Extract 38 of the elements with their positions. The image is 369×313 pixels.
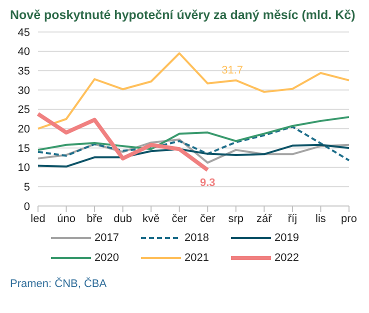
chart-title: Nově poskytnuté hypoteční úvěry za daný měsíc (mld. Kč) bbox=[10, 8, 356, 22]
y-tick-label: 30 bbox=[18, 84, 30, 97]
line-series bbox=[37, 126, 350, 162]
x-tick-label: říj bbox=[288, 212, 298, 225]
line-series bbox=[37, 144, 350, 168]
legend-label: 2018 bbox=[184, 232, 209, 244]
legend-label: 2017 bbox=[94, 232, 119, 244]
y-tick-label: 20 bbox=[18, 124, 30, 136]
y-tick-label: 5 bbox=[24, 182, 30, 194]
x-tick-label: pro bbox=[341, 212, 357, 225]
legend-label: 2021 bbox=[184, 252, 209, 264]
x-tick-label: dub bbox=[114, 212, 132, 225]
y-tick-label: 35 bbox=[18, 66, 30, 78]
line-series bbox=[37, 52, 350, 130]
y-tick-label: 45 bbox=[18, 26, 30, 39]
x-tick-label: zář bbox=[256, 212, 272, 225]
y-tick-label: 0 bbox=[24, 200, 30, 213]
x-tick-label: led bbox=[30, 212, 46, 225]
data-label: 31.7 bbox=[222, 64, 244, 76]
legend-label: 2022 bbox=[274, 252, 299, 264]
x-tick-label: úno bbox=[57, 212, 76, 225]
line-series bbox=[37, 138, 350, 164]
y-tick-label: 15 bbox=[18, 142, 30, 155]
legend-label: 2019 bbox=[274, 232, 299, 244]
y-tick-label: 25 bbox=[18, 104, 30, 116]
y-tick-label: 40 bbox=[18, 46, 30, 58]
line-series bbox=[36, 112, 210, 172]
legend-label: 2020 bbox=[94, 252, 119, 264]
x-tick-label: bře bbox=[86, 212, 102, 225]
x-tick-label: kvě bbox=[142, 212, 160, 225]
text: Pramen: ČNB, ČBA bbox=[10, 278, 108, 290]
y-tick-label: 10 bbox=[18, 162, 30, 174]
x-tick-label: lis bbox=[316, 212, 326, 225]
line-series bbox=[37, 116, 350, 151]
data-label: 9.3 bbox=[200, 177, 216, 190]
x-tick-label: čer bbox=[172, 212, 188, 225]
x-tick-label: čer bbox=[200, 212, 216, 225]
x-tick-label: srp bbox=[228, 212, 244, 225]
